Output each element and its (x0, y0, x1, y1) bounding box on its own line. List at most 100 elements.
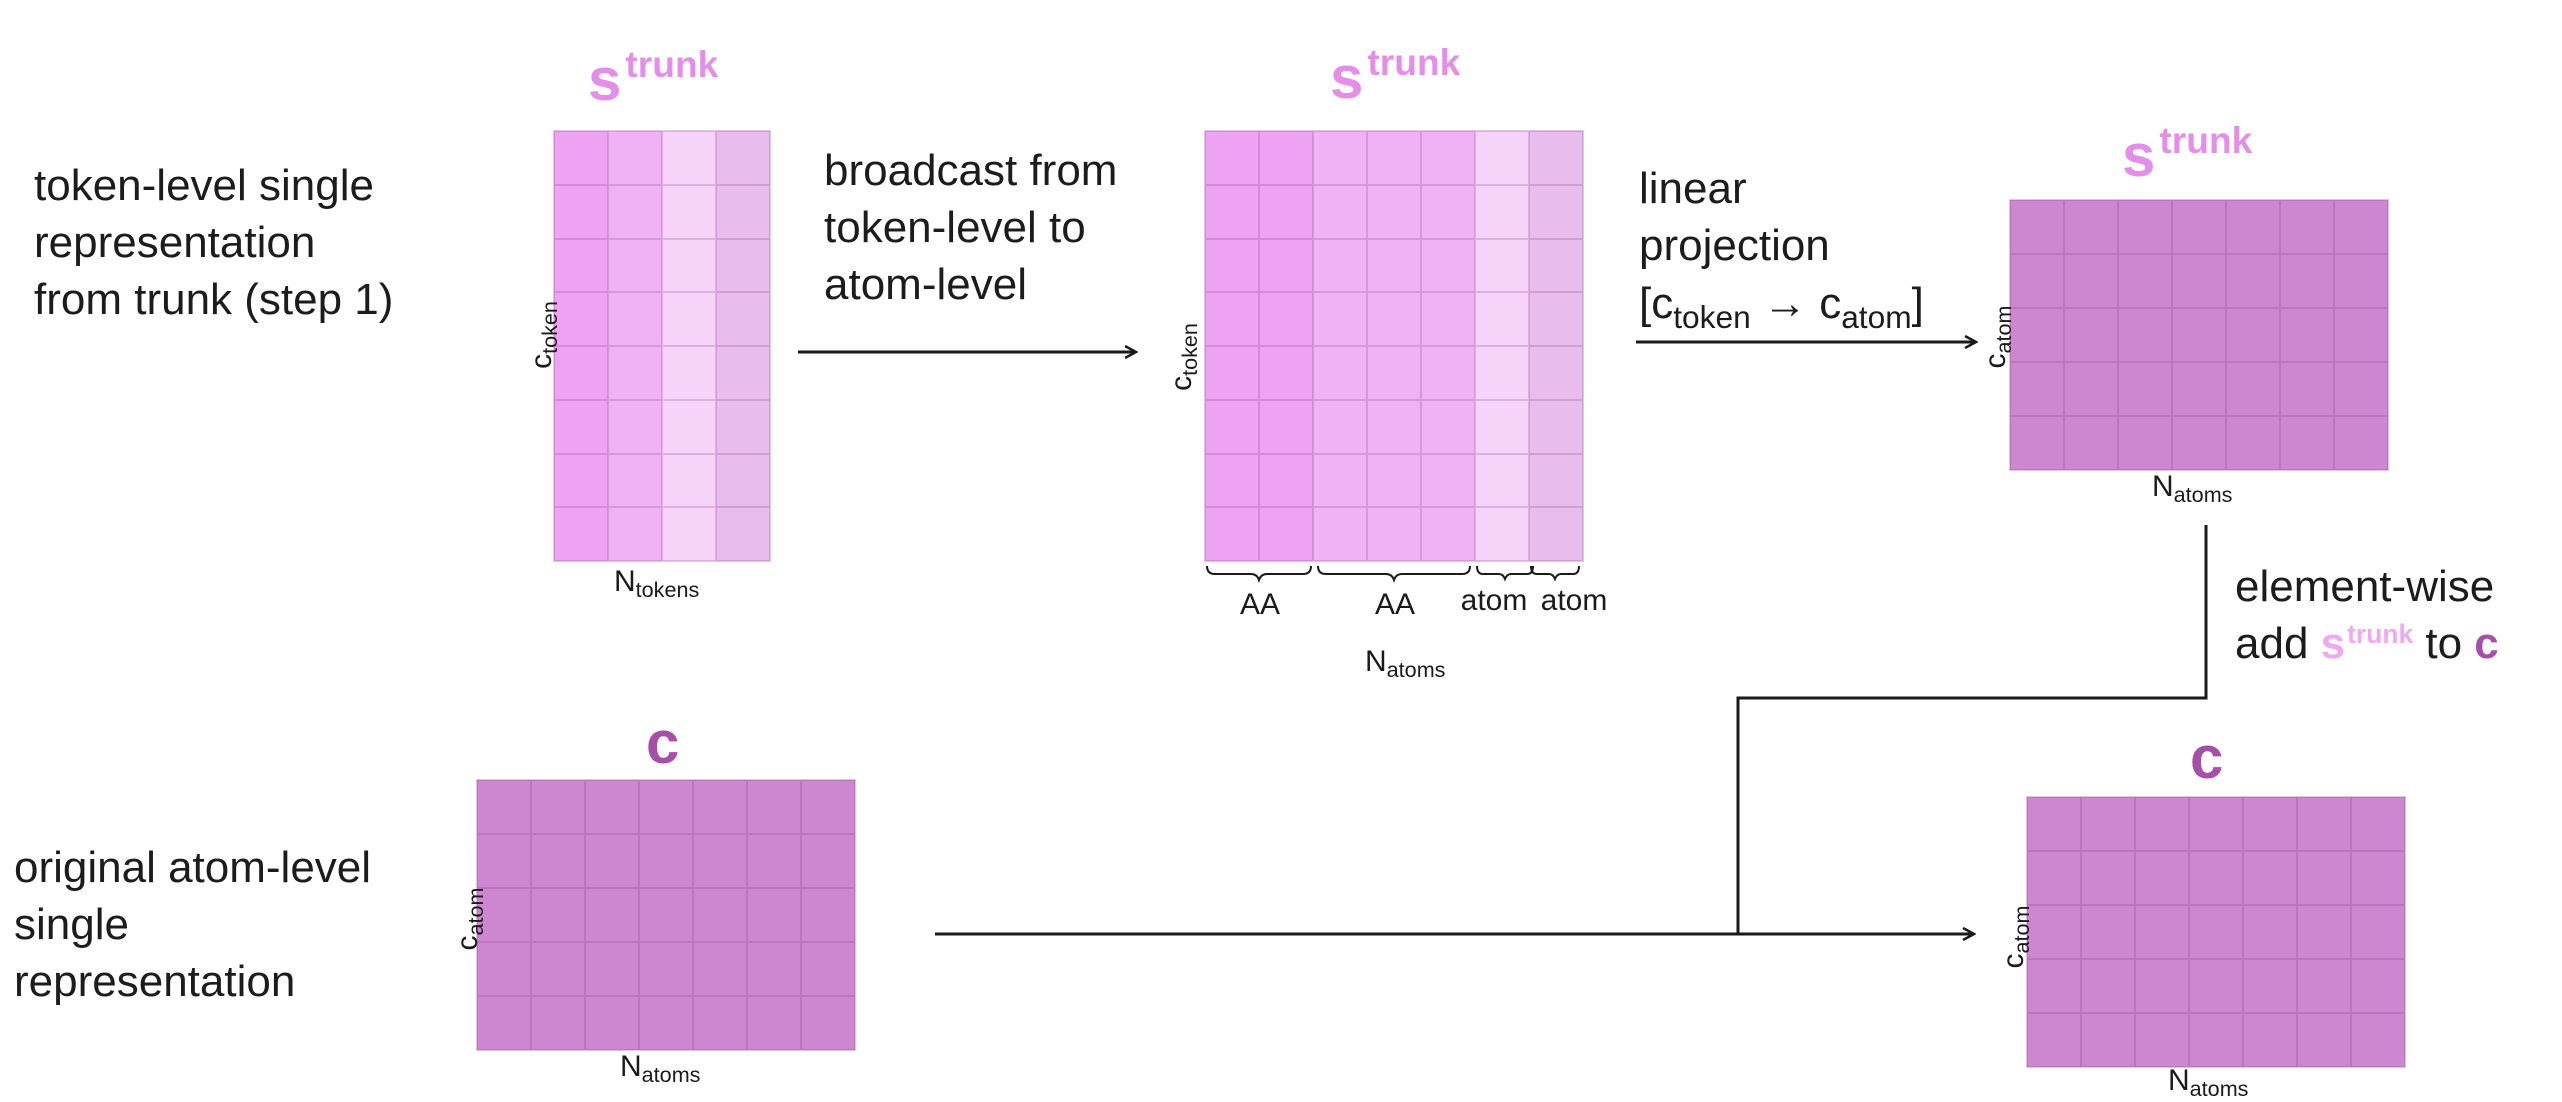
matrix-cell (1475, 453, 1529, 508)
matrix-cell (716, 131, 770, 185)
matrix-cell (554, 507, 608, 561)
matrix-cell (531, 888, 585, 942)
n-atoms-axis-label-4: Natoms (620, 1050, 701, 1088)
matrix-cell (554, 292, 608, 346)
matrix-cell (2280, 308, 2334, 362)
n-atoms-axis-label-broadcast: Natoms (1365, 645, 1446, 683)
matrix-cell (801, 942, 855, 996)
matrix-cell (2027, 959, 2081, 1013)
broadcast-desc-line: atom-level (824, 260, 1027, 309)
s-letter: s (2122, 122, 2156, 189)
matrix-cell (608, 346, 662, 400)
matrix-cell (1529, 507, 1583, 561)
matrix-cell (2243, 797, 2297, 851)
matrix-cell (2064, 254, 2118, 308)
matrix-cell (2243, 959, 2297, 1013)
matrix-cell (662, 184, 716, 239)
matrix-cell (716, 238, 770, 293)
matrix-cell (608, 399, 662, 454)
result-c-matrix (2026, 796, 2406, 1068)
matrix-cell (662, 346, 716, 400)
matrix-cell (693, 996, 747, 1050)
matrix-cell (2135, 797, 2189, 851)
strunk-title-3: s trunk (2122, 121, 2252, 186)
matrix-cell (2027, 851, 2081, 905)
matrix-cell (2351, 797, 2405, 851)
matrix-cell (554, 184, 608, 239)
matrix-cell (554, 131, 608, 185)
matrix-cell (2118, 254, 2172, 308)
matrix-cell (2334, 362, 2388, 416)
matrix-cell (662, 292, 716, 346)
matrix-cell (2226, 200, 2280, 254)
c-title-result: c (2190, 724, 2224, 791)
matrix-cell (2135, 851, 2189, 905)
matrix-cell (2226, 254, 2280, 308)
matrix-cell (1205, 292, 1259, 346)
matrix-cell (2280, 416, 2334, 470)
matrix-cell (585, 942, 639, 996)
n-tokens-axis-label: Ntokens (614, 565, 700, 603)
matrix-cell (2172, 254, 2226, 308)
matrix-cell (2010, 254, 2064, 308)
matrix-cell (747, 888, 801, 942)
matrix-cell (2280, 200, 2334, 254)
matrix-cell (1529, 292, 1583, 346)
matrix-cell (1529, 131, 1583, 185)
matrix-cell (1475, 238, 1529, 293)
matrix-cell (531, 942, 585, 996)
matrix-cell (2243, 1013, 2297, 1067)
matrix-cell (2297, 905, 2351, 959)
matrix-cell (716, 453, 770, 508)
matrix-cell (2135, 905, 2189, 959)
matrix-cell (2226, 416, 2280, 470)
matrix-cell (1259, 184, 1313, 239)
step1-desc-line: token-level single (34, 161, 374, 210)
matrix-cell (2334, 416, 2388, 470)
matrix-cell (1205, 131, 1259, 185)
original-description: original atom-level single representatio… (14, 839, 371, 1010)
linear-projection-formula: [ctoken → catom] (1639, 279, 1924, 335)
elementwise-desc-line: element-wise (2235, 562, 2495, 611)
matrix-cell (2027, 905, 2081, 959)
matrix-cell (1259, 399, 1313, 454)
matrix-cell (1475, 346, 1529, 400)
matrix-cell (477, 888, 531, 942)
original-c-matrix (476, 779, 856, 1051)
linear-desc-line: projection (1639, 221, 1830, 270)
matrix-cell (2081, 905, 2135, 959)
matrix-cell (585, 834, 639, 888)
matrix-cell (1259, 238, 1313, 293)
matrix-cell (1367, 399, 1421, 454)
matrix-cell (1313, 399, 1367, 454)
brace-label-aa: AA (1374, 588, 1416, 621)
matrix-cell (1313, 346, 1367, 400)
matrix-cell (2172, 200, 2226, 254)
matrix-cell (2351, 1013, 2405, 1067)
step1-description: token-level single representation from t… (34, 157, 393, 328)
matrix-cell (2135, 1013, 2189, 1067)
matrix-cell (1259, 507, 1313, 561)
matrix-cell (2297, 851, 2351, 905)
matrix-cell (2064, 200, 2118, 254)
original-desc-line: single (14, 900, 129, 949)
brace-label-aa: AA (1239, 588, 1281, 621)
broadcast-matrix (1204, 130, 1584, 562)
matrix-cell (554, 346, 608, 400)
matrix-cell (1367, 507, 1421, 561)
matrix-cell (1367, 131, 1421, 185)
matrix-cell (2064, 362, 2118, 416)
matrix-cell (1367, 238, 1421, 293)
matrix-cell (2010, 416, 2064, 470)
matrix-cell (2081, 959, 2135, 1013)
matrix-cell (608, 507, 662, 561)
brace-aa-1 (1206, 565, 1312, 584)
matrix-cell (1529, 184, 1583, 239)
matrix-cell (747, 780, 801, 834)
matrix-cell (2010, 200, 2064, 254)
brace-aa-2 (1317, 565, 1471, 584)
trunk-superscript: trunk (625, 42, 719, 85)
matrix-cell (1367, 184, 1421, 239)
matrix-cell (1313, 507, 1367, 561)
